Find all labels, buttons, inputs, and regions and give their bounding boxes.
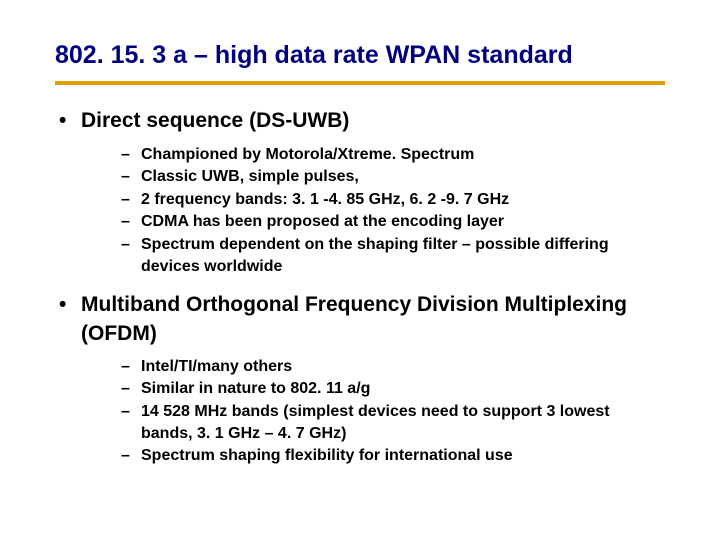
sub-bullet-list: –Intel/TI/many others –Similar in nature… [59, 356, 665, 467]
sub-bullet-list: –Championed by Motorola/Xtreme. Spectrum… [59, 144, 665, 278]
dash-icon: – [121, 401, 141, 423]
bullet-dot-icon: • [59, 291, 81, 319]
sub-bullet-text: 2 frequency bands: 3. 1 -4. 85 GHz, 6. 2… [141, 189, 665, 211]
dash-icon: – [121, 234, 141, 256]
slide-title: 802. 15. 3 a – high data rate WPAN stand… [55, 40, 665, 71]
top-bullet: • Multiband Orthogonal Frequency Divisio… [59, 291, 665, 348]
sub-list-item: –14 528 MHz bands (simplest devices need… [121, 401, 665, 444]
sub-bullet-text: Championed by Motorola/Xtreme. Spectrum [141, 144, 665, 166]
top-bullet: • Direct sequence (DS-UWB) [59, 107, 665, 135]
dash-icon: – [121, 144, 141, 166]
sub-list-item: –2 frequency bands: 3. 1 -4. 85 GHz, 6. … [121, 189, 665, 211]
top-bullet-text: Multiband Orthogonal Frequency Division … [81, 291, 665, 348]
sub-bullet-text: Spectrum shaping flexibility for interna… [141, 445, 665, 467]
sub-bullet-text: Similar in nature to 802. 11 a/g [141, 378, 665, 400]
dash-icon: – [121, 189, 141, 211]
bullet-dot-icon: • [59, 107, 81, 135]
title-rule-wrap: 802. 15. 3 a – high data rate WPAN stand… [55, 40, 665, 85]
sub-bullet-text: Classic UWB, simple pulses, [141, 166, 665, 188]
dash-icon: – [121, 211, 141, 233]
bullet-list: • Direct sequence (DS-UWB) –Championed b… [55, 107, 665, 467]
sub-list-item: –Spectrum dependent on the shaping filte… [121, 234, 665, 277]
sub-list-item: –Classic UWB, simple pulses, [121, 166, 665, 188]
sub-list-item: –Spectrum shaping flexibility for intern… [121, 445, 665, 467]
top-bullet-text: Direct sequence (DS-UWB) [81, 107, 349, 135]
dash-icon: – [121, 166, 141, 188]
sub-bullet-text: CDMA has been proposed at the encoding l… [141, 211, 665, 233]
sub-bullet-text: Intel/TI/many others [141, 356, 665, 378]
list-item: • Multiband Orthogonal Frequency Divisio… [59, 291, 665, 467]
sub-list-item: –CDMA has been proposed at the encoding … [121, 211, 665, 233]
sub-list-item: –Similar in nature to 802. 11 a/g [121, 378, 665, 400]
list-item: • Direct sequence (DS-UWB) –Championed b… [59, 107, 665, 277]
sub-bullet-text: 14 528 MHz bands (simplest devices need … [141, 401, 665, 444]
dash-icon: – [121, 356, 141, 378]
dash-icon: – [121, 378, 141, 400]
slide: 802. 15. 3 a – high data rate WPAN stand… [0, 0, 720, 540]
sub-list-item: –Intel/TI/many others [121, 356, 665, 378]
sub-list-item: –Championed by Motorola/Xtreme. Spectrum [121, 144, 665, 166]
dash-icon: – [121, 445, 141, 467]
sub-bullet-text: Spectrum dependent on the shaping filter… [141, 234, 665, 277]
